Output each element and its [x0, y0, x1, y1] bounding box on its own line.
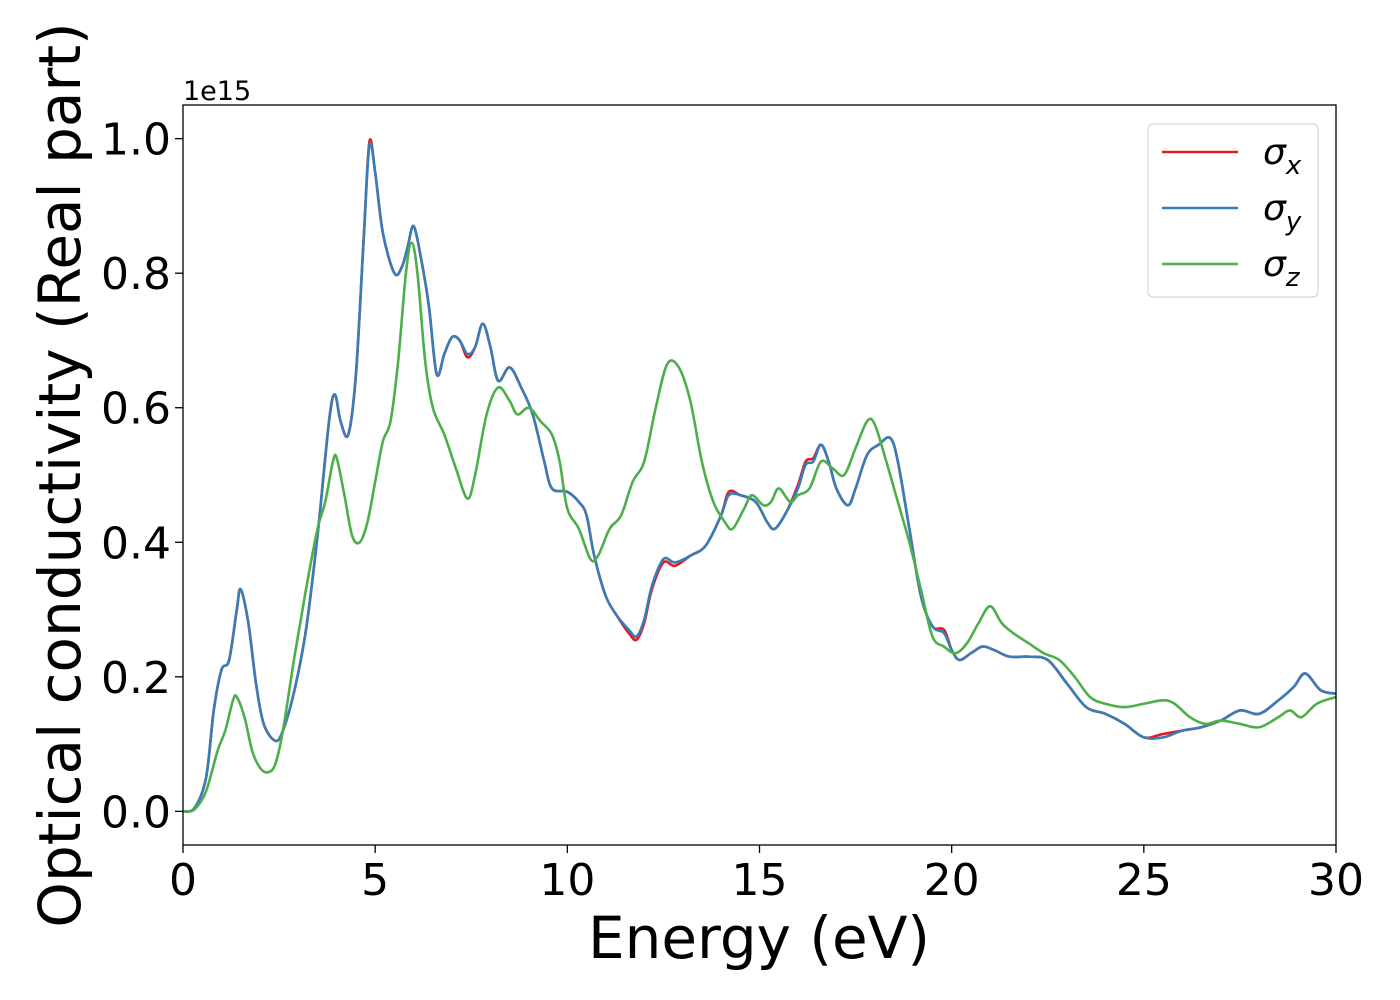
x-tick-label: 25 — [1116, 855, 1172, 906]
tick-layer: 0 5 10 15 20 25 30 0.0 0.2 0.4 0.6 0.8 1.0 — [101, 115, 1364, 906]
legend-label-σz: σz — [1263, 244, 1301, 293]
x-tick-label: 5 — [361, 855, 389, 906]
x-tick-label: 0 — [169, 855, 197, 906]
y-axis-label: Optical conductivity (Real part) — [26, 22, 94, 927]
y-tick-label: 0.4 — [101, 518, 171, 569]
y-tick-label: 1.0 — [101, 115, 171, 166]
y-tick-label: 0.2 — [101, 653, 171, 704]
x-tick-label: 30 — [1308, 855, 1364, 906]
y-tick-label: 0.6 — [101, 384, 171, 435]
x-axis-label: Energy (eV) — [588, 904, 930, 972]
series-layer — [183, 138, 1336, 813]
y-tick-label: 0.8 — [101, 249, 171, 300]
x-tick-label: 10 — [539, 855, 595, 906]
legend-label-σx: σx — [1263, 132, 1302, 181]
series-line-σy — [183, 141, 1336, 813]
series-line-σz — [183, 241, 1336, 813]
y-tick-label: 0.0 — [101, 787, 171, 838]
legend-frame — [1147, 123, 1319, 298]
x-tick-label: 20 — [924, 855, 980, 906]
x-tick-label: 15 — [732, 855, 788, 906]
legend: σx σy σz — [1147, 123, 1319, 298]
y-axis-exponent: 1e15 — [183, 76, 251, 107]
legend-label-σy: σy — [1263, 188, 1302, 237]
